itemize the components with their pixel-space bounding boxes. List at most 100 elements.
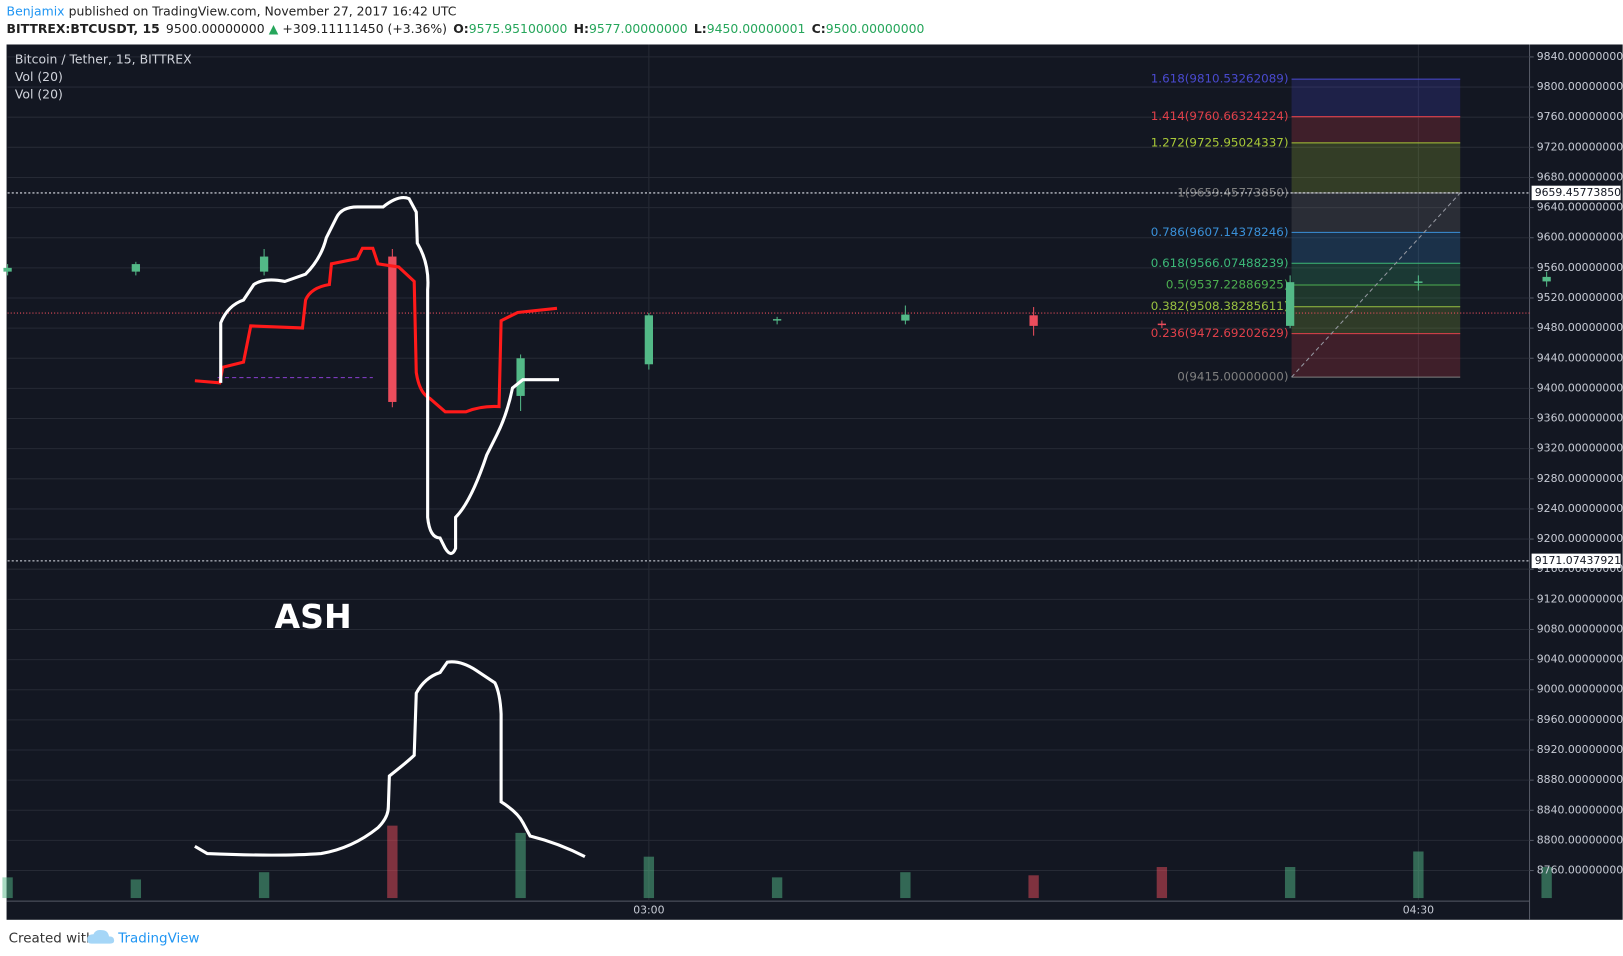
fib-label: 1.618(9810.53262089)	[1151, 72, 1289, 86]
fib-label: 0.5(9537.22886925)	[1166, 278, 1289, 292]
candle-body	[388, 256, 397, 402]
price-label: 9171.07437921	[1535, 554, 1621, 567]
change-arrow: ▲	[269, 20, 279, 35]
volume-bar	[1284, 867, 1296, 899]
candle-body	[131, 264, 140, 272]
y-tick-label: 8760.00000000	[1537, 864, 1623, 877]
y-tick-label: 9480.00000000	[1537, 321, 1623, 334]
candle-body	[1285, 282, 1295, 326]
fib-band	[1291, 232, 1461, 264]
volume-bar	[258, 872, 270, 899]
fib-label: 1.414(9760.66324224)	[1151, 109, 1289, 123]
volume-bar	[771, 877, 783, 899]
fib-band	[1291, 263, 1461, 286]
y-tick-label: 9200.00000000	[1537, 532, 1623, 545]
y-tick-label: 8880.00000000	[1537, 773, 1623, 786]
y-tick-label: 8800.00000000	[1537, 833, 1623, 846]
fib-label: 0.382(9508.38285611)	[1151, 299, 1289, 313]
legend-title: Bitcoin / Tether, 15, BITTREX	[15, 52, 192, 67]
fib-band	[1291, 142, 1461, 193]
y-tick-label: 9080.00000000	[1537, 622, 1623, 635]
fib-band	[1291, 192, 1461, 233]
footer: Created with TradingView	[9, 929, 199, 946]
fib-band	[1291, 306, 1461, 334]
y-tick-label: 9280.00000000	[1537, 472, 1623, 485]
candle-body	[1414, 281, 1423, 283]
ohlc-label: L:	[694, 20, 707, 35]
volume-bar	[515, 832, 526, 899]
y-tick-label: 9640.00000000	[1537, 201, 1623, 214]
ohlc-label: H:	[574, 20, 589, 35]
y-tick-label: 9000.00000000	[1537, 683, 1623, 696]
chart-bg	[6, 44, 1623, 920]
price: 9500.00000000	[166, 20, 265, 35]
y-tick-label: 9120.00000000	[1537, 592, 1623, 605]
candle-body	[516, 358, 525, 396]
fib-trend	[1291, 192, 1461, 378]
y-tick-label: 9040.00000000	[1537, 653, 1623, 666]
candle-body	[1542, 276, 1551, 282]
y-tick-label: 9680.00000000	[1537, 170, 1623, 183]
ohlc-value: 9577.00000000	[589, 20, 688, 35]
volume-bar	[1413, 851, 1424, 899]
published: published on TradingView.com, November 2…	[69, 3, 457, 18]
drawn-curve	[194, 246, 558, 414]
y-tick-label: 9320.00000000	[1537, 442, 1623, 455]
volume-bar	[1541, 867, 1552, 899]
fib-band	[1291, 79, 1461, 117]
y-tick-label: 8920.00000000	[1537, 743, 1623, 756]
symbol: BITTREX:BTCUSDT, 15	[7, 20, 160, 35]
volume-bar	[387, 825, 398, 899]
candle-body	[3, 267, 12, 272]
y-tick-label: 9600.00000000	[1537, 231, 1623, 244]
y-tick-label: 9840.00000000	[1537, 50, 1623, 63]
candle-body	[1157, 323, 1167, 326]
drawn-curve	[219, 196, 560, 556]
change: +309.11111450 (+3.36%)	[282, 20, 447, 35]
header-line-2: BITTREX:BTCUSDT, 15 9500.00000000 ▲ +309.11…	[7, 20, 925, 35]
volume-bar	[2, 877, 13, 899]
ohlc-value: 9500.00000000	[826, 20, 925, 35]
y-tick-label: 9240.00000000	[1537, 502, 1623, 515]
header-line-1: Benjamix published on TradingView.com, No…	[7, 3, 457, 18]
footer-text: Created with	[9, 931, 95, 946]
footer-brand[interactable]: TradingView	[117, 931, 199, 946]
ohlc-value: 9575.95100000	[469, 20, 568, 35]
logo	[87, 929, 115, 944]
drawn-curve	[194, 660, 586, 859]
volume-bar	[1028, 875, 1039, 899]
y-tick-label: 9440.00000000	[1537, 351, 1623, 364]
lines	[7, 192, 1530, 562]
y-tick-label: 8840.00000000	[1537, 803, 1623, 816]
x-tick-label: 04:30	[1403, 903, 1434, 916]
fib-band	[1291, 116, 1461, 143]
y-tick-label: 9520.00000000	[1537, 291, 1623, 304]
axes: 8760.00000000 8800.00000000 8840.00000000 8…	[633, 50, 1623, 917]
fib-label: 1.272(9725.95024337)	[1151, 135, 1289, 149]
fib-band	[1291, 285, 1461, 307]
candle-body	[1029, 315, 1038, 326]
candle-body	[901, 314, 910, 321]
y-tick-label: 8960.00000000	[1537, 713, 1623, 726]
y-tick-label: 9760.00000000	[1537, 110, 1623, 123]
y-tick-label: 9400.00000000	[1537, 381, 1623, 394]
volume	[2, 825, 1552, 899]
volume-bar	[900, 872, 911, 899]
volume-bar	[130, 879, 142, 899]
fib-label: 0.618(9566.07488239)	[1151, 256, 1289, 270]
price-label-bg	[1531, 553, 1621, 569]
y-tick-label: 9360.00000000	[1537, 412, 1623, 425]
ohlc-value: 9450.00000001	[707, 20, 806, 35]
x-tick-label: 03:00	[633, 903, 664, 916]
price-label-bg	[1531, 185, 1621, 201]
ohlc-label: O:	[453, 20, 469, 35]
fib-label: 0.786(9607.14378246)	[1151, 225, 1289, 239]
grid	[7, 44, 1530, 902]
ohlc-label: C:	[812, 20, 826, 35]
price-label: 9659.45773850	[1535, 186, 1621, 199]
candle-body	[259, 256, 269, 272]
fib-band	[1291, 333, 1461, 378]
candles	[3, 249, 1551, 411]
annotation: ASH	[275, 597, 352, 636]
